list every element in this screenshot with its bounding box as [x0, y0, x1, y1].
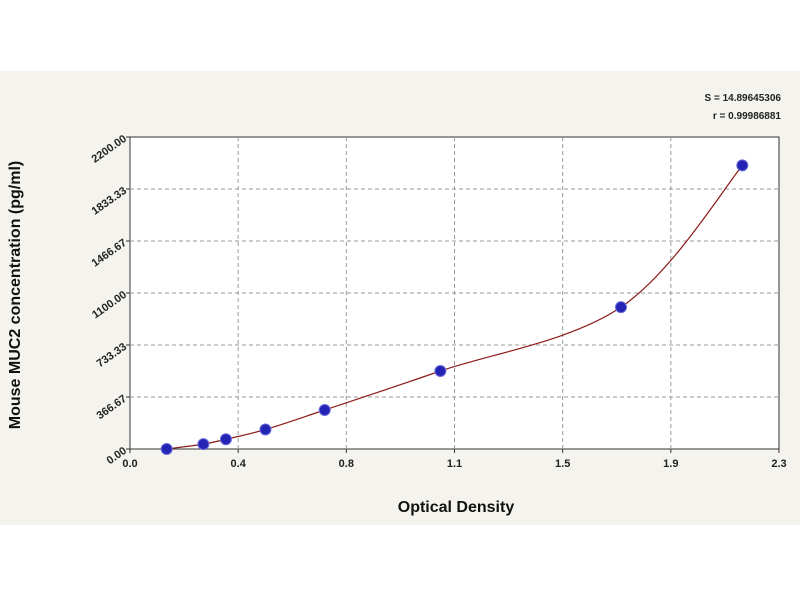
x-tick-label: 1.5 — [555, 458, 570, 470]
data-point — [736, 159, 749, 172]
y-tick-label: 733.33 — [95, 341, 129, 370]
y-tick-label: 1466.67 — [90, 237, 129, 270]
x-tick-label: 0.8 — [339, 458, 354, 470]
x-tick-label: 1.9 — [663, 458, 678, 470]
data-point — [614, 301, 627, 314]
fit-stat-r: r = 0.99986881 — [713, 111, 782, 122]
x-axis-title: Optical Density — [398, 499, 515, 516]
data-point — [197, 438, 210, 451]
y-tick-label: 1833.33 — [90, 185, 129, 218]
y-tick-labels: 0.00366.67733.331100.001466.671833.33220… — [90, 133, 129, 467]
data-point — [318, 404, 331, 416]
data-point — [259, 423, 272, 436]
x-tick-label: 2.3 — [771, 458, 786, 470]
x-tick-labels: 0.0 0.4 0.8 1.1 1.5 1.9 2.3 — [122, 458, 786, 470]
grid-lines — [126, 136, 780, 453]
y-tick-label: 1100.00 — [90, 289, 129, 321]
data-point — [160, 443, 173, 455]
data-point — [219, 433, 232, 446]
y-axis-title: Mouse MUC2 concentration (pg/ml) — [7, 161, 24, 429]
data-point — [434, 365, 447, 377]
fit-stat-s: S = 14.89645306 — [705, 93, 782, 104]
x-tick-label: 0.4 — [231, 458, 247, 470]
y-tick-label: 2200.00 — [90, 133, 129, 166]
y-tick-label: 366.67 — [95, 393, 129, 422]
x-tick-label: 1.1 — [447, 458, 462, 470]
data-points — [160, 159, 749, 455]
x-tick-label: 0.0 — [122, 458, 137, 470]
fit-curve — [166, 164, 743, 450]
